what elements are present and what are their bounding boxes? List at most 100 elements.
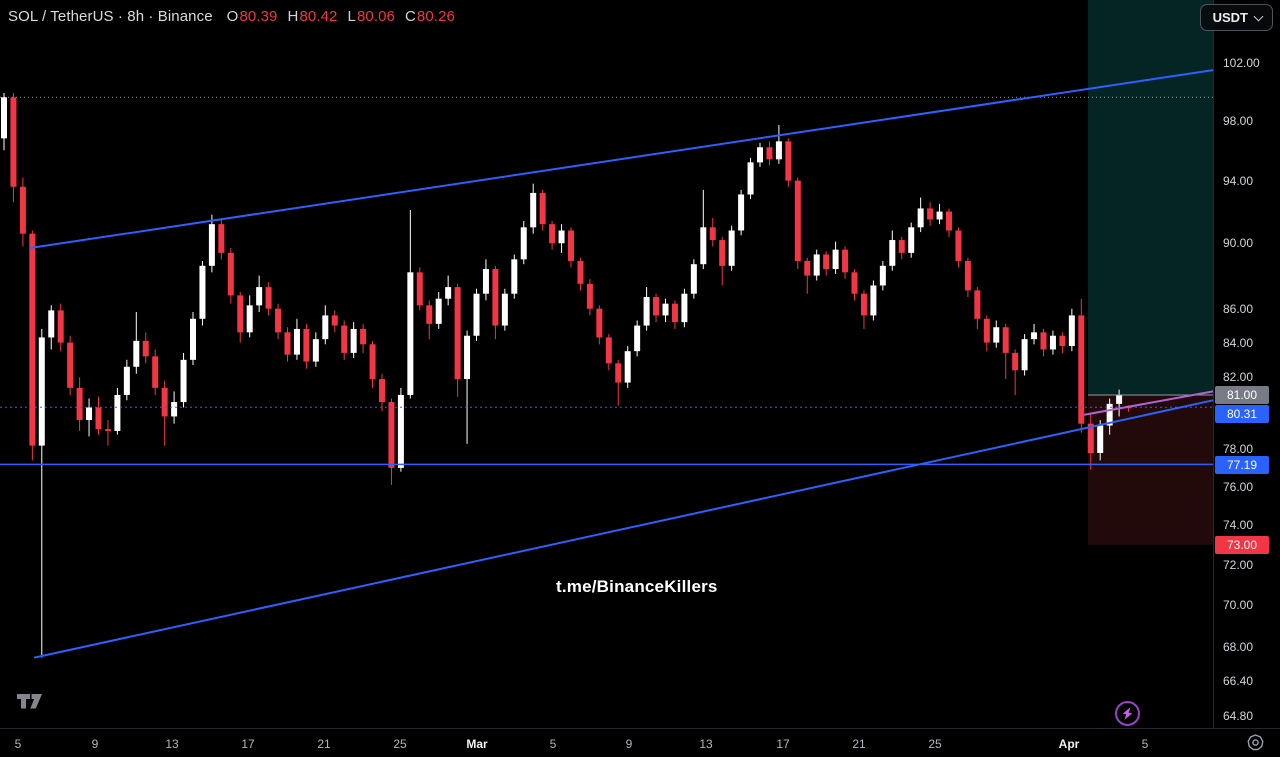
entry-price-label[interactable]: 81.00 [1215,386,1269,404]
candlestick[interactable] [908,222,915,258]
candlestick[interactable] [397,387,404,472]
candlestick[interactable] [946,208,952,237]
candlestick[interactable] [322,305,329,345]
symbol-title[interactable]: SOL / TetherUS · 8h · Binance [8,8,213,25]
line-price-label[interactable]: 77.19 [1215,456,1269,474]
candlestick[interactable] [29,230,36,461]
candlestick[interactable] [265,282,272,316]
candlestick[interactable] [312,332,319,367]
candlestick[interactable] [501,288,508,331]
candlestick[interactable] [842,246,849,279]
candlestick[interactable] [246,295,253,338]
candlestick[interactable] [832,241,839,274]
short-trendline-trendline[interactable] [1084,390,1214,416]
candlestick[interactable] [227,248,234,304]
candlestick[interactable] [993,320,1000,348]
candlestick[interactable] [889,230,896,271]
candlestick[interactable] [199,260,206,326]
candlestick[interactable] [681,288,688,328]
candlestick[interactable] [407,210,414,399]
candlestick[interactable] [237,292,244,343]
candlestick[interactable] [19,177,26,247]
candlestick[interactable] [634,320,641,357]
candlestick[interactable] [48,305,55,350]
candlestick[interactable] [190,312,196,366]
candlestick[interactable] [152,349,159,395]
candlestick[interactable] [76,377,83,431]
currency-toggle-button[interactable]: USDT [1199,4,1273,31]
candlestick[interactable] [133,312,140,374]
candlestick[interactable] [426,300,433,340]
candlestick[interactable] [860,290,867,329]
candlestick[interactable] [549,221,556,250]
candlestick[interactable] [1021,334,1028,376]
candlestick[interactable] [1002,323,1009,380]
candlestick[interactable] [1040,328,1047,357]
candlestick[interactable] [388,398,395,485]
candlestick[interactable] [917,197,924,233]
channel-bottom-trendline[interactable] [34,399,1214,659]
candlestick[interactable] [171,391,178,424]
candlestick[interactable] [454,283,461,397]
candlestick[interactable] [303,323,310,369]
candlestick[interactable] [284,327,291,362]
candlestick[interactable] [983,315,990,352]
candlestick[interactable] [1049,330,1056,355]
candlestick[interactable] [671,300,678,329]
time-axis[interactable]: 5 9 13 17 21 25 Mar 5 9 13 17 21 25 Apr 5 [0,728,1280,757]
candlestick[interactable] [379,373,385,412]
candlestick[interactable] [1097,420,1104,461]
candlestick[interactable] [180,352,187,408]
candlestick[interactable] [700,189,707,270]
candlestick[interactable] [766,141,773,166]
candlestick[interactable] [775,125,782,164]
candlestick[interactable] [104,420,111,446]
candlestick[interactable] [1068,308,1075,352]
candlestick[interactable] [416,267,423,311]
candlestick[interactable] [1116,389,1123,417]
candlestick[interactable] [794,177,801,270]
stop-price-label[interactable]: 73.00 [1215,536,1269,554]
candlestick[interactable] [1031,323,1038,345]
candlestick[interactable] [662,298,669,323]
candlestick[interactable] [738,189,745,236]
candlestick[interactable] [445,275,452,306]
candlestick[interactable] [1106,398,1113,435]
candlestick[interactable] [341,320,348,360]
candlestick[interactable] [1,92,7,151]
candlestick[interactable] [360,323,367,353]
candlestick[interactable] [964,257,971,298]
candlestick[interactable] [95,396,102,435]
candlestick[interactable] [256,275,263,313]
candlestick[interactable] [1087,414,1094,470]
candlestick[interactable] [1059,332,1066,353]
candlestick[interactable] [435,292,442,329]
candlestick[interactable] [331,310,338,333]
candlestick[interactable] [851,269,858,301]
current-price-label[interactable]: 80.31 [1215,405,1269,423]
candlestick[interactable] [577,257,584,291]
candlestick[interactable] [747,157,754,200]
tradingview-logo[interactable] [17,694,43,714]
candlestick[interactable] [511,254,518,299]
candlestick[interactable] [558,224,565,253]
candlestick[interactable] [38,328,45,658]
candlestick[interactable] [57,303,64,352]
candlestick[interactable] [605,334,612,371]
candlestick[interactable] [275,303,282,340]
candlestick[interactable] [539,189,546,231]
candlestick[interactable] [114,387,121,435]
candlestick[interactable] [568,227,574,268]
candlestick[interactable] [690,259,697,299]
candlestick[interactable] [67,335,74,395]
candlestick[interactable] [464,330,471,444]
candlestick[interactable] [927,202,934,226]
candlestick[interactable] [955,227,962,268]
long-position-profit-zone[interactable] [1088,0,1213,395]
candlestick[interactable] [624,346,631,388]
candlestick[interactable] [615,359,622,406]
candlestick[interactable] [785,138,792,187]
candlestick[interactable] [936,203,943,225]
candlestick[interactable] [530,183,537,234]
candlestick[interactable] [898,236,905,260]
